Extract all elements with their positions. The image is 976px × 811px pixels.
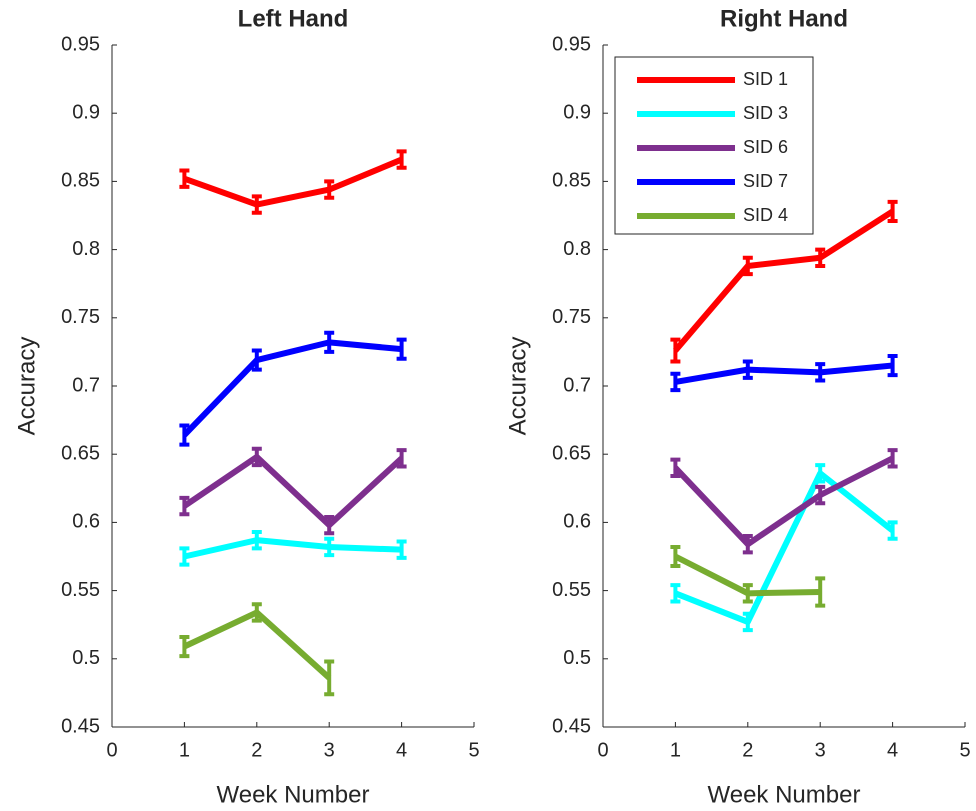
series-line xyxy=(183,537,402,560)
error-bar xyxy=(251,348,262,372)
y-tick-label: 0.6 xyxy=(563,511,591,533)
error-bar xyxy=(396,539,407,560)
error-bar xyxy=(251,529,262,551)
error-bar xyxy=(670,337,681,364)
error-bar xyxy=(815,463,826,484)
x-tick-label: 1 xyxy=(179,739,190,761)
legend-label: SID 1 xyxy=(743,69,788,89)
y-tick-label: 0.85 xyxy=(61,170,100,192)
x-axis-label: Week Number xyxy=(708,781,861,808)
x-tick-label: 5 xyxy=(468,739,479,761)
error-bar xyxy=(815,247,826,268)
y-tick-label: 0.9 xyxy=(563,101,591,123)
error-bar xyxy=(887,448,898,469)
error-bar xyxy=(887,520,898,541)
error-bar xyxy=(324,659,335,697)
y-tick-label: 0.55 xyxy=(61,579,100,601)
error-bar xyxy=(324,330,335,354)
y-tick-label: 0.8 xyxy=(72,238,100,260)
error-bar xyxy=(179,423,190,447)
x-tick-label: 0 xyxy=(597,739,608,761)
y-axis-label: Accuracy xyxy=(504,337,531,436)
error-bar xyxy=(887,353,898,378)
y-tick-label: 0.45 xyxy=(61,715,100,737)
y-tick-label: 0.75 xyxy=(61,306,100,328)
series-line xyxy=(182,339,402,438)
x-tick-label: 4 xyxy=(396,739,407,761)
y-tick-label: 0.75 xyxy=(552,306,591,328)
x-tick-label: 4 xyxy=(887,739,898,761)
x-tick-label: 3 xyxy=(815,739,826,761)
y-tick-label: 0.8 xyxy=(563,238,591,260)
series-line xyxy=(674,470,895,625)
series-line xyxy=(182,453,404,529)
error-bar xyxy=(742,359,753,380)
y-tick-label: 0.7 xyxy=(72,374,100,396)
legend-label: SID 3 xyxy=(743,103,788,123)
error-bar xyxy=(396,448,407,469)
x-tick-label: 3 xyxy=(324,739,335,761)
error-bar xyxy=(179,495,190,517)
y-tick-label: 0.55 xyxy=(552,579,591,601)
y-tick-label: 0.95 xyxy=(552,33,591,55)
error-bar xyxy=(815,484,826,506)
error-bar xyxy=(887,199,898,223)
y-tick-label: 0.65 xyxy=(61,442,100,464)
error-bar xyxy=(179,168,190,189)
legend-label: SID 6 xyxy=(743,137,788,157)
error-bar xyxy=(742,611,753,633)
y-tick-label: 0.65 xyxy=(552,442,591,464)
error-bar xyxy=(324,179,335,200)
error-bar xyxy=(324,536,335,558)
x-axis-label: Week Number xyxy=(217,781,370,808)
error-bar xyxy=(742,583,753,604)
y-tick-label: 0.85 xyxy=(552,170,591,192)
error-bar xyxy=(670,544,681,569)
error-bar xyxy=(670,583,681,604)
x-tick-label: 5 xyxy=(959,739,970,761)
series-line xyxy=(183,156,403,208)
y-tick-label: 0.7 xyxy=(563,374,591,396)
y-axis-label: Accuracy xyxy=(13,337,40,436)
x-tick-label: 2 xyxy=(251,739,262,761)
error-bar xyxy=(179,546,190,567)
error-bar xyxy=(251,446,262,468)
y-tick-label: 0.95 xyxy=(61,33,100,55)
x-tick-label: 1 xyxy=(670,739,681,761)
error-bar xyxy=(396,337,407,361)
y-tick-label: 0.45 xyxy=(552,715,591,737)
chart-title: Right Hand xyxy=(720,5,848,32)
chart-title: Left Hand xyxy=(238,5,349,32)
error-bar xyxy=(670,457,681,479)
y-tick-label: 0.5 xyxy=(563,647,591,669)
legend-label: SID 4 xyxy=(743,205,788,225)
y-tick-label: 0.6 xyxy=(72,511,100,533)
legend-label: SID 7 xyxy=(743,171,788,191)
series-line xyxy=(673,208,895,353)
error-bar xyxy=(815,362,826,383)
error-bar xyxy=(815,576,826,608)
error-bar xyxy=(396,149,407,170)
y-tick-label: 0.5 xyxy=(72,647,100,669)
series-line xyxy=(674,362,893,385)
x-tick-label: 0 xyxy=(106,739,117,761)
series-line xyxy=(673,455,894,548)
error-bar xyxy=(670,371,681,393)
error-bar xyxy=(324,514,335,536)
x-tick-label: 2 xyxy=(742,739,753,761)
error-bar xyxy=(179,634,190,659)
error-bar xyxy=(742,255,753,277)
error-bar xyxy=(251,194,262,215)
error-bar xyxy=(742,534,753,555)
error-bar xyxy=(251,602,262,623)
y-tick-label: 0.9 xyxy=(72,101,100,123)
